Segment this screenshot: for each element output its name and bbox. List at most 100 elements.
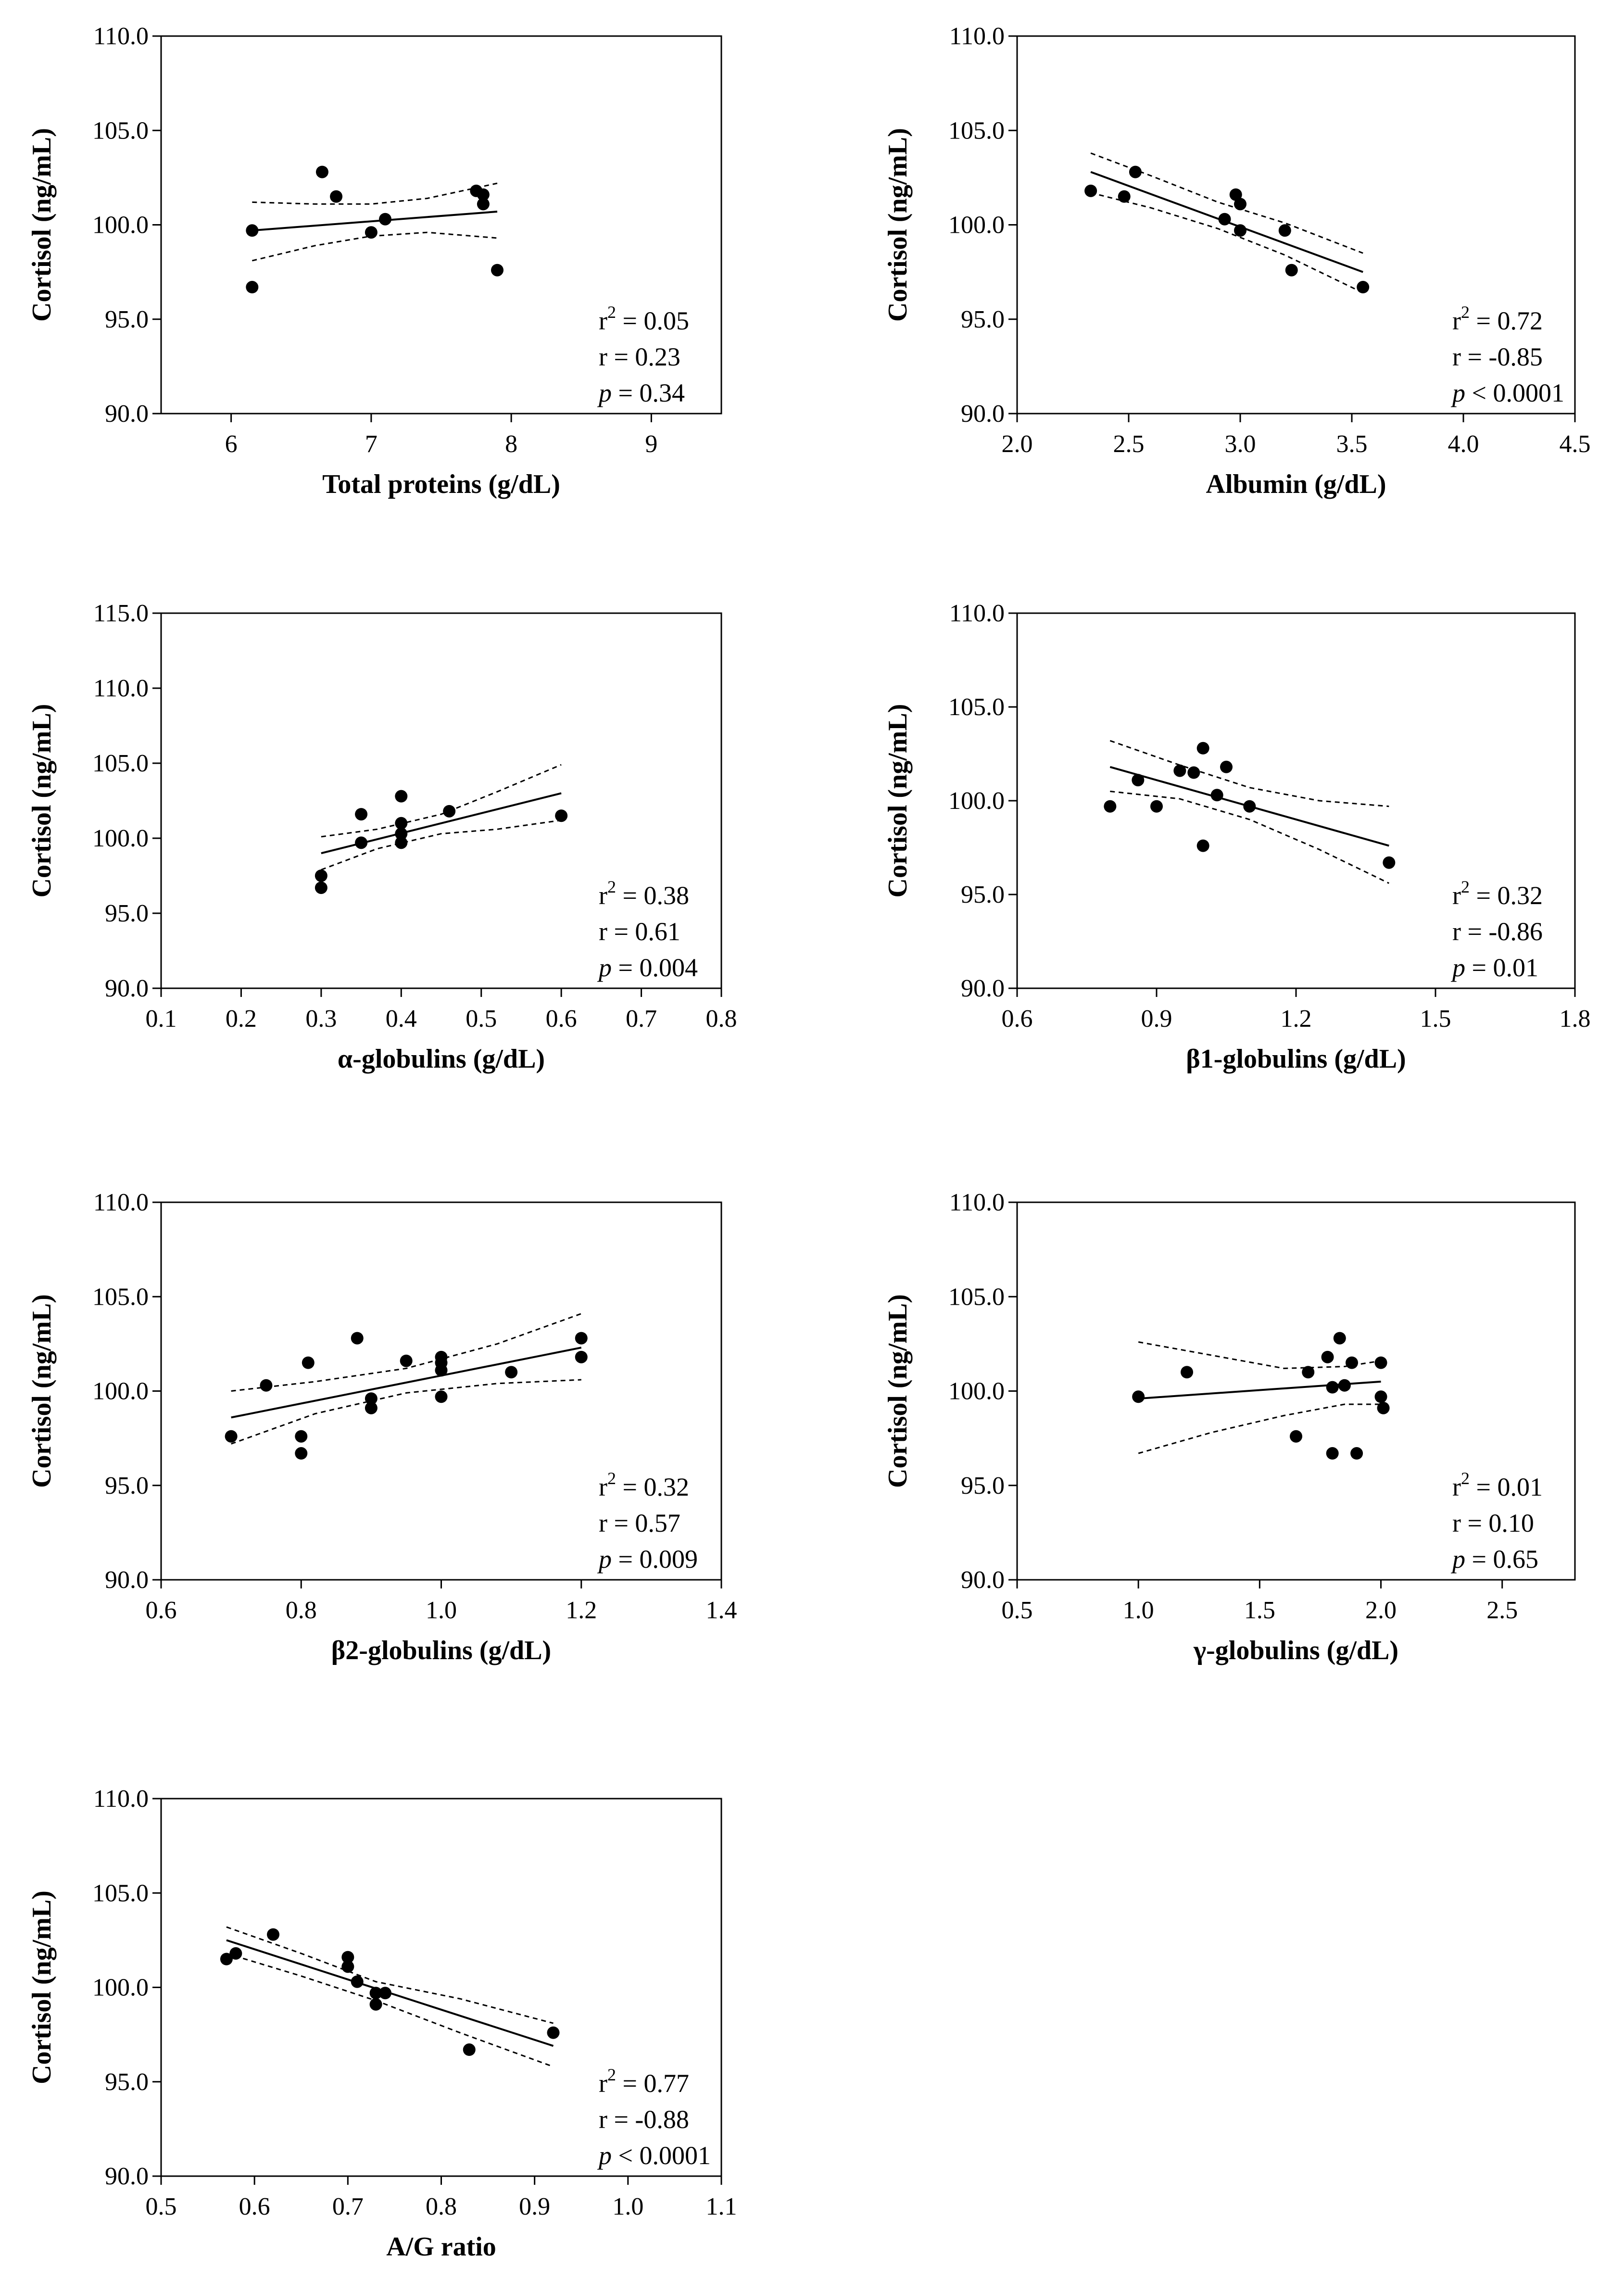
r-annotation: r = -0.86 bbox=[1452, 917, 1543, 946]
r-squared-annotation: r2 = 0.32 bbox=[1452, 877, 1543, 910]
y-tick-label: 95.0 bbox=[961, 306, 1005, 333]
data-point bbox=[1234, 198, 1246, 211]
data-point bbox=[1210, 789, 1223, 802]
data-point bbox=[477, 198, 490, 211]
y-tick-label: 105.0 bbox=[92, 750, 149, 777]
data-point bbox=[1377, 1401, 1390, 1414]
p-value: = 0.004 bbox=[612, 953, 698, 982]
data-point bbox=[260, 1379, 273, 1392]
data-point bbox=[1285, 264, 1298, 277]
x-axis-title: Albumin (g/dL) bbox=[1206, 469, 1386, 499]
ci-lower-band bbox=[226, 1953, 554, 2067]
data-point bbox=[1196, 839, 1209, 852]
r-squared-prefix: r bbox=[1452, 881, 1461, 910]
data-point bbox=[491, 264, 504, 277]
data-point bbox=[1278, 224, 1291, 237]
x-tick-label: 0.7 bbox=[332, 2193, 364, 2220]
p-value: = 0.65 bbox=[1465, 1545, 1538, 1574]
x-tick-label: 7 bbox=[365, 430, 378, 458]
x-tick-label: 9 bbox=[645, 430, 657, 458]
chart-panel-1: 90.0 95.0 100.0 105.0 110.0 6 7 8 9 Total protein… bbox=[27, 23, 722, 499]
data-point bbox=[295, 1430, 308, 1443]
data-point bbox=[395, 790, 408, 803]
data-point bbox=[555, 809, 568, 822]
x-axis-title: Total proteins (g/dL) bbox=[322, 469, 560, 499]
r-squared-annotation: r2 = 0.32 bbox=[599, 1469, 689, 1501]
r-squared-value: = 0.77 bbox=[616, 2069, 689, 2098]
data-point bbox=[1084, 184, 1097, 197]
data-point bbox=[1118, 190, 1131, 203]
r-squared-superscript: 2 bbox=[1461, 877, 1470, 896]
p-value: = 0.34 bbox=[612, 378, 685, 407]
y-tick-label: 110.0 bbox=[93, 23, 149, 50]
x-tick-label: 0.6 bbox=[239, 2193, 270, 2220]
p-label: p bbox=[597, 2141, 612, 2170]
data-point bbox=[330, 190, 343, 203]
x-tick-label: 0.6 bbox=[546, 1005, 577, 1033]
r-annotation: r = 0.23 bbox=[599, 342, 680, 371]
data-point bbox=[1338, 1379, 1351, 1392]
p-value-annotation: p = 0.004 bbox=[597, 953, 698, 982]
ci-upper-band bbox=[252, 182, 498, 205]
x-tick-label: 0.7 bbox=[626, 1005, 657, 1033]
data-point bbox=[1181, 1366, 1194, 1379]
y-tick-label: 90.0 bbox=[105, 1566, 149, 1594]
data-point bbox=[477, 188, 490, 201]
ci-lower-band bbox=[1090, 192, 1363, 294]
p-value-annotation: p < 0.0001 bbox=[597, 2141, 711, 2170]
p-label: p bbox=[597, 378, 612, 407]
y-tick-label: 105.0 bbox=[92, 1879, 149, 1907]
y-tick-label: 100.0 bbox=[92, 212, 149, 239]
x-tick-label: 0.5 bbox=[1002, 1597, 1033, 1624]
x-tick-label: 0.8 bbox=[706, 1005, 737, 1033]
p-value: = 0.009 bbox=[612, 1545, 698, 1574]
x-axis-title: α-globulins (g/dL) bbox=[338, 1044, 545, 1074]
y-axis-title: Cortisol (ng/mL) bbox=[27, 128, 57, 322]
data-point bbox=[443, 805, 456, 818]
y-tick-label: 90.0 bbox=[105, 400, 149, 428]
data-point bbox=[1243, 800, 1256, 813]
y-axis-title: Cortisol (ng/mL) bbox=[883, 128, 913, 322]
x-tick-label: 0.6 bbox=[1002, 1005, 1033, 1033]
ci-lower-band bbox=[1138, 1403, 1381, 1454]
data-point bbox=[575, 1350, 588, 1363]
x-tick-label: 0.1 bbox=[146, 1005, 177, 1033]
data-point bbox=[1321, 1350, 1334, 1363]
ci-upper-band bbox=[231, 1313, 582, 1392]
x-tick-label: 2.5 bbox=[1486, 1597, 1518, 1624]
chart-panel-3: 90.0 95.0 100.0 105.0 110.0 115.0 0.1 0.2 0.3 0.4… bbox=[27, 600, 737, 1074]
y-tick-label: 100.0 bbox=[92, 1378, 149, 1405]
r-squared-superscript: 2 bbox=[607, 302, 616, 322]
data-point bbox=[355, 808, 368, 821]
x-tick-label: 0.9 bbox=[1141, 1005, 1172, 1033]
x-tick-label: 6 bbox=[225, 430, 238, 458]
x-tick-label: 3.0 bbox=[1225, 430, 1256, 458]
x-tick-label: 2.0 bbox=[1002, 430, 1033, 458]
p-label: p bbox=[1450, 1545, 1465, 1574]
x-tick-label: 0.6 bbox=[146, 1597, 177, 1624]
r-squared-value: = 0.05 bbox=[616, 306, 689, 335]
x-tick-label: 8 bbox=[505, 430, 517, 458]
y-tick-label: 105.0 bbox=[948, 117, 1005, 144]
y-tick-label: 110.0 bbox=[949, 23, 1005, 50]
data-point bbox=[295, 1447, 308, 1460]
x-tick-label: 2.5 bbox=[1113, 430, 1145, 458]
data-point bbox=[1196, 742, 1209, 755]
ci-upper-band bbox=[321, 764, 562, 838]
data-point bbox=[1326, 1381, 1339, 1394]
y-tick-label: 105.0 bbox=[948, 1283, 1005, 1310]
data-point bbox=[315, 881, 327, 894]
data-point bbox=[302, 1356, 315, 1369]
data-point bbox=[315, 165, 328, 178]
r-squared-prefix: r bbox=[599, 306, 607, 335]
data-point bbox=[1374, 1390, 1387, 1403]
data-point bbox=[435, 1390, 448, 1403]
data-point bbox=[547, 2026, 560, 2039]
p-value-annotation: p = 0.009 bbox=[597, 1545, 698, 1574]
x-tick-label: 1.0 bbox=[612, 2193, 643, 2220]
y-tick-label: 90.0 bbox=[961, 1566, 1005, 1594]
data-point bbox=[369, 1998, 382, 2011]
y-tick-label: 105.0 bbox=[92, 1283, 149, 1310]
data-point bbox=[351, 1332, 364, 1345]
x-tick-label: 1.4 bbox=[706, 1597, 737, 1624]
